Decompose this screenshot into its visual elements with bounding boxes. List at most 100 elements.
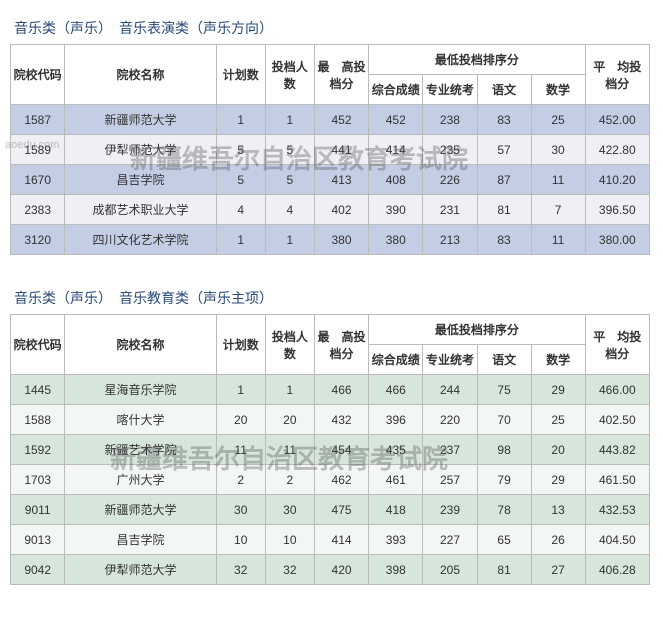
cell-name: 星海音乐学院 [65,375,216,405]
cell-major: 237 [423,435,477,465]
table-row: 9013昌吉学院10104143932276526404.50 [11,525,650,555]
cell-chinese: 81 [477,195,531,225]
cell-chinese: 87 [477,165,531,195]
col-major: 专业统考 [423,345,477,375]
cell-code: 2383 [11,195,65,225]
table-row: 1670昌吉学院554134082268711410.20 [11,165,650,195]
cell-name: 新疆师范大学 [65,105,216,135]
cell-chinese: 83 [477,225,531,255]
cell-code: 1445 [11,375,65,405]
table-row: 1703广州大学224624612577929461.50 [11,465,650,495]
cell-math: 25 [531,405,585,435]
cell-comp: 393 [369,525,423,555]
cell-comp: 390 [369,195,423,225]
cell-math: 30 [531,135,585,165]
table-row: 9042伊犁师范大学32324203982058127406.28 [11,555,650,585]
section2-wrap: 新疆维吾尔自治区教育考试院 院校代码院校名称计划数投档人数最 高投档分最低投档排… [10,314,653,585]
col-max: 最 高投档分 [314,315,368,375]
cell-avg: 461.50 [585,465,649,495]
cell-filed: 1 [265,375,314,405]
cell-avg: 380.00 [585,225,649,255]
cell-filed: 1 [265,225,314,255]
cell-plan: 1 [216,225,265,255]
cell-code: 1670 [11,165,65,195]
cell-major: 231 [423,195,477,225]
cell-plan: 4 [216,195,265,225]
cell-code: 9013 [11,525,65,555]
cell-comp: 435 [369,435,423,465]
cell-max: 462 [314,465,368,495]
cell-code: 1587 [11,105,65,135]
cell-plan: 1 [216,375,265,405]
cell-comp: 452 [369,105,423,135]
cell-filed: 1 [265,105,314,135]
col-code: 院校代码 [11,45,65,105]
cell-math: 7 [531,195,585,225]
cell-code: 9011 [11,495,65,525]
table-row: 9011新疆师范大学30304754182397813432.53 [11,495,650,525]
cell-chinese: 78 [477,495,531,525]
cell-max: 380 [314,225,368,255]
cell-math: 29 [531,375,585,405]
cell-avg: 404.50 [585,525,649,555]
cell-chinese: 75 [477,375,531,405]
cell-name: 昌吉学院 [65,165,216,195]
cell-plan: 32 [216,555,265,585]
cell-avg: 410.20 [585,165,649,195]
col-filed: 投档人数 [265,315,314,375]
cell-plan: 20 [216,405,265,435]
cell-filed: 5 [265,135,314,165]
table-row: 1592新疆艺术学院11114544352379820443.82 [11,435,650,465]
cell-filed: 30 [265,495,314,525]
cell-max: 420 [314,555,368,585]
cell-plan: 10 [216,525,265,555]
cell-name: 伊犁师范大学 [65,555,216,585]
cell-max: 432 [314,405,368,435]
table-row: 3120四川文化艺术学院113803802138311380.00 [11,225,650,255]
cell-avg: 443.82 [585,435,649,465]
cell-chinese: 81 [477,555,531,585]
cell-chinese: 65 [477,525,531,555]
cell-filed: 32 [265,555,314,585]
cell-filed: 20 [265,405,314,435]
cell-name: 喀什大学 [65,405,216,435]
cell-comp: 466 [369,375,423,405]
col-chinese: 语文 [477,75,531,105]
cell-plan: 5 [216,135,265,165]
cell-max: 402 [314,195,368,225]
section1-wrap: aoedu.com 新疆维吾尔自治区教育考试院 院校代码院校名称计划数投档人数最… [10,44,653,255]
cell-filed: 11 [265,435,314,465]
col-filed: 投档人数 [265,45,314,105]
cell-avg: 466.00 [585,375,649,405]
cell-name: 伊犁师范大学 [65,135,216,165]
col-major: 专业统考 [423,75,477,105]
section1-title: 音乐类（声乐） 音乐表演类（声乐方向） [14,18,653,38]
col-comp: 综合成绩 [369,75,423,105]
table-row: 2383成都艺术职业大学44402390231817396.50 [11,195,650,225]
cell-chinese: 79 [477,465,531,495]
cell-major: 238 [423,105,477,135]
cell-filed: 2 [265,465,314,495]
cell-max: 413 [314,165,368,195]
cell-math: 11 [531,225,585,255]
cell-code: 9042 [11,555,65,585]
cell-math: 11 [531,165,585,195]
cell-max: 441 [314,135,368,165]
cell-avg: 422.80 [585,135,649,165]
cell-name: 四川文化艺术学院 [65,225,216,255]
cell-name: 成都艺术职业大学 [65,195,216,225]
col-avg: 平 均投档分 [585,315,649,375]
table-row: 1589伊犁师范大学554414142355730422.80 [11,135,650,165]
cell-math: 29 [531,465,585,495]
cell-max: 414 [314,525,368,555]
cell-avg: 396.50 [585,195,649,225]
cell-comp: 461 [369,465,423,495]
cell-max: 454 [314,435,368,465]
col-max: 最 高投档分 [314,45,368,105]
cell-plan: 1 [216,105,265,135]
cell-comp: 414 [369,135,423,165]
cell-math: 27 [531,555,585,585]
col-math: 数学 [531,345,585,375]
cell-avg: 402.50 [585,405,649,435]
table-row: 1588喀什大学20204323962207025402.50 [11,405,650,435]
